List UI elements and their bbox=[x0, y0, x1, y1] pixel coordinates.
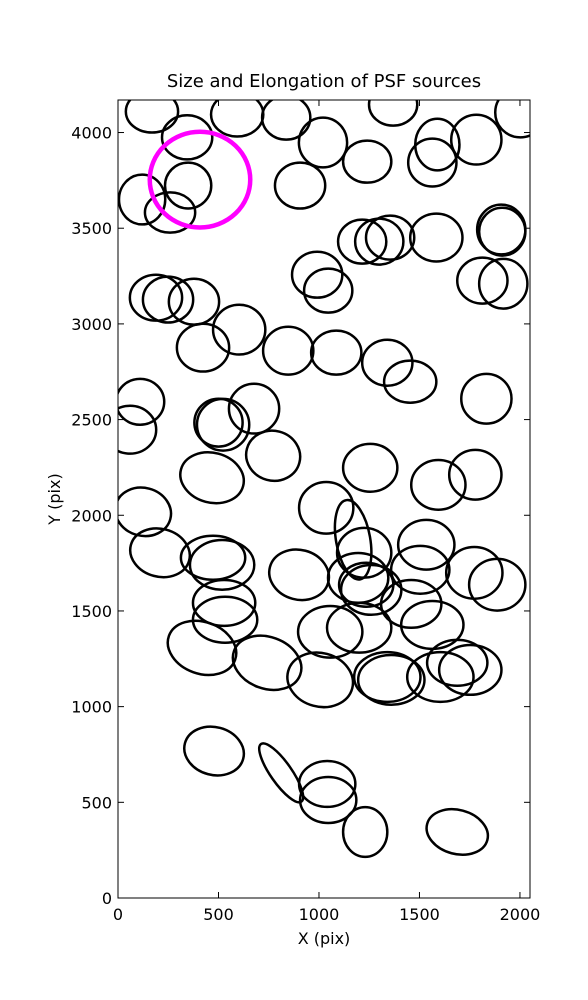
psf-ellipse bbox=[437, 643, 503, 697]
psf-ellipse bbox=[477, 206, 527, 257]
psf-ellipse bbox=[298, 775, 358, 825]
y-tick-label: 2000 bbox=[71, 506, 112, 525]
psf-ellipse bbox=[227, 382, 281, 435]
psf-ellipse bbox=[341, 442, 399, 493]
psf-ellipse bbox=[379, 578, 443, 630]
psf-ellipse bbox=[449, 113, 503, 166]
y-axis-label: Y (pix) bbox=[45, 473, 64, 525]
y-tick-label: 0 bbox=[102, 889, 112, 908]
psf-ellipse bbox=[211, 303, 267, 356]
psf-ellipse bbox=[231, 634, 303, 692]
psf-ellipse bbox=[467, 557, 527, 612]
psf-ellipse bbox=[195, 397, 251, 452]
y-tick-label: 3500 bbox=[71, 219, 112, 238]
psf-ellipse bbox=[160, 114, 214, 161]
x-tick-label: 500 bbox=[203, 905, 234, 924]
psf-ellipse bbox=[260, 100, 312, 141]
y-tick-label: 4000 bbox=[71, 124, 112, 143]
psf-ellipse bbox=[191, 578, 257, 628]
psf-ellipse bbox=[396, 518, 456, 571]
psf-ellipse bbox=[360, 338, 414, 387]
psf-ellipse bbox=[352, 650, 422, 704]
psf-ellipse bbox=[163, 161, 213, 210]
psf-ellipse bbox=[179, 534, 247, 582]
y-tick-label: 2500 bbox=[71, 411, 112, 430]
psf-ellipse bbox=[290, 250, 344, 299]
psf-ellipse bbox=[447, 448, 503, 501]
psf-ellipse bbox=[335, 526, 393, 579]
psf-ellipse bbox=[356, 653, 426, 706]
psf-ellipse bbox=[179, 451, 246, 505]
psf-ellipse bbox=[333, 498, 373, 581]
x-tick-label: 2000 bbox=[500, 905, 541, 924]
psf-ellipse bbox=[147, 129, 253, 230]
psf-ellipse bbox=[118, 173, 167, 226]
y-tick-label: 3000 bbox=[71, 315, 112, 334]
psf-ellipse bbox=[141, 275, 195, 324]
psf-ellipse bbox=[425, 638, 489, 688]
y-tick-label: 1000 bbox=[71, 698, 112, 717]
psf-ellipse bbox=[143, 191, 197, 234]
psf-ellipse bbox=[367, 100, 419, 127]
psf-ellipse bbox=[309, 329, 363, 376]
psf-ellipse bbox=[261, 325, 315, 376]
psf-ellipse bbox=[183, 725, 246, 777]
psf-ellipse bbox=[188, 538, 256, 591]
psf-ellipse bbox=[339, 563, 403, 617]
psf-ellipse bbox=[336, 218, 388, 265]
x-tick-label: 1000 bbox=[299, 905, 340, 924]
plot-area bbox=[118, 100, 530, 859]
psf-ellipse bbox=[408, 212, 464, 263]
plot-frame bbox=[117, 99, 531, 899]
chart-title: Size and Elongation of PSF sources bbox=[167, 71, 481, 92]
psf-ellipse bbox=[166, 619, 238, 677]
psf-ellipse bbox=[409, 458, 467, 511]
psf-ellipse bbox=[175, 322, 231, 373]
psf-ellipse bbox=[244, 429, 302, 483]
psf-ellipse bbox=[297, 480, 355, 535]
psf-ellipse bbox=[341, 139, 393, 184]
psf-ellipse bbox=[341, 805, 389, 859]
y-tick-label: 500 bbox=[81, 793, 112, 812]
y-tick-label: 1500 bbox=[71, 602, 112, 621]
psf-ellipse bbox=[406, 137, 458, 188]
psf-ellipse bbox=[364, 214, 416, 261]
psf-ellipse bbox=[302, 267, 354, 314]
psf-ellipse bbox=[425, 807, 490, 856]
psf-ellipse bbox=[455, 256, 509, 305]
psf-ellipse bbox=[273, 161, 327, 210]
x-axis-label: X (pix) bbox=[298, 929, 351, 948]
psf-ellipse bbox=[325, 601, 393, 654]
psf-ellipse bbox=[296, 604, 364, 659]
psf-ellipse bbox=[297, 116, 349, 169]
psf-ellipse bbox=[460, 372, 513, 425]
psf-ellipse bbox=[286, 651, 355, 709]
psf-ellipse bbox=[477, 257, 529, 310]
psf-ellipse bbox=[297, 759, 357, 809]
psf-ellipse bbox=[118, 377, 166, 426]
psf-ellipse bbox=[124, 100, 180, 134]
psf-ellipse bbox=[405, 650, 475, 704]
psf-ellipse bbox=[118, 404, 158, 455]
psf-ellipse bbox=[389, 544, 451, 595]
x-tick-label: 1500 bbox=[399, 905, 440, 924]
psf-ellipse bbox=[493, 100, 530, 139]
x-tick-label: 0 bbox=[113, 905, 123, 924]
psf-ellipse bbox=[382, 359, 438, 404]
